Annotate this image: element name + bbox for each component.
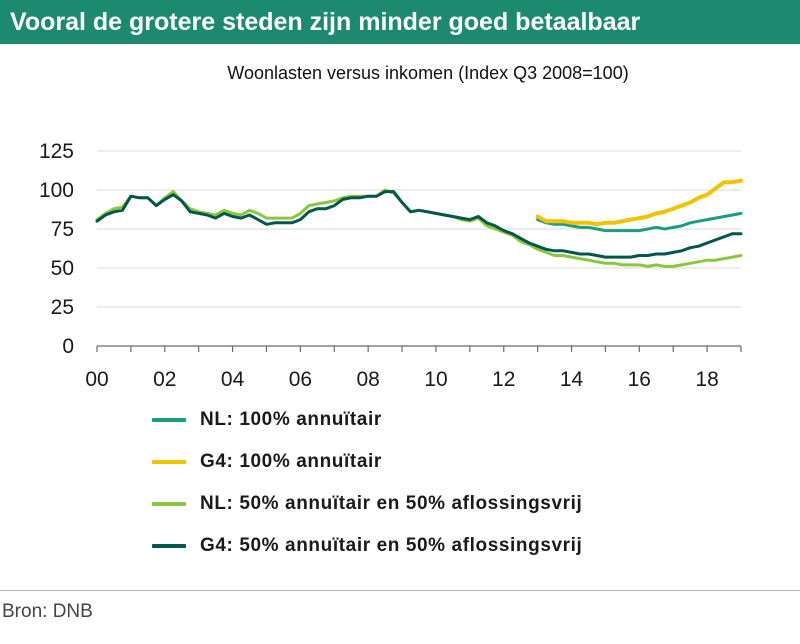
x-tick-label: 12 — [492, 368, 515, 391]
y-tick-label: 75 — [51, 218, 74, 241]
x-tick-label: 04 — [221, 368, 245, 391]
x-axis-ticks: 00 02 04 06 08 10 12 14 16 18 — [85, 368, 718, 391]
source-note: Bron: DNB — [2, 601, 93, 622]
y-tick-label: 125 — [39, 140, 74, 163]
legend-item: G4: 100% annuïtair — [152, 442, 582, 482]
x-tick-label: 18 — [695, 368, 718, 391]
x-tick-label: 00 — [85, 368, 108, 391]
legend-swatch — [152, 544, 186, 548]
legend-label: NL: 50% annuïtair en 50% aflossingsvrij — [200, 493, 583, 514]
legend-label: G4: 50% annuïtair en 50% aflossingsvrij — [200, 535, 583, 556]
y-axis-ticks: 0 25 50 75 100 125 — [39, 140, 74, 358]
y-tick-label: 50 — [51, 257, 74, 280]
y-tick-label: 100 — [39, 179, 74, 202]
legend-swatch — [152, 502, 186, 506]
line-chart: 0 25 50 75 100 125 00 02 04 06 08 10 12 14 16 18 — [39, 140, 743, 391]
chart-legend: NL: 100% annuïtair G4: 100% annuïtair NL: … — [152, 400, 582, 568]
legend-label: G4: 100% annuïtair — [200, 451, 382, 472]
series-line — [535, 178, 743, 227]
legend-swatch — [152, 460, 186, 464]
legend-item: NL: 100% annuïtair — [152, 400, 582, 440]
series-line — [536, 211, 743, 233]
chart-gridlines — [97, 150, 741, 308]
x-tick-label: 10 — [424, 368, 447, 391]
x-tick-label: 06 — [289, 368, 312, 391]
legend-item: G4: 50% annuïtair en 50% aflossingsvrij — [152, 526, 582, 566]
chart-axes — [96, 345, 742, 352]
chart-title: Woonlasten versus inkomen (Index Q3 2008… — [227, 63, 629, 83]
legend-label: NL: 100% annuïtair — [200, 409, 382, 430]
legend-swatch — [152, 418, 186, 422]
series-line — [95, 190, 743, 259]
x-tick-label: 08 — [356, 368, 379, 391]
y-tick-label: 25 — [51, 296, 74, 319]
x-tick-label: 02 — [153, 368, 176, 391]
page-title: Vooral de grotere steden zijn minder goe… — [0, 0, 800, 44]
source-divider — [0, 590, 800, 591]
x-tick-label: 14 — [560, 368, 584, 391]
legend-item: NL: 50% annuïtair en 50% aflossingsvrij — [152, 484, 582, 524]
x-tick-label: 16 — [628, 368, 651, 391]
y-tick-label: 0 — [62, 335, 74, 358]
chart-series — [95, 178, 743, 268]
